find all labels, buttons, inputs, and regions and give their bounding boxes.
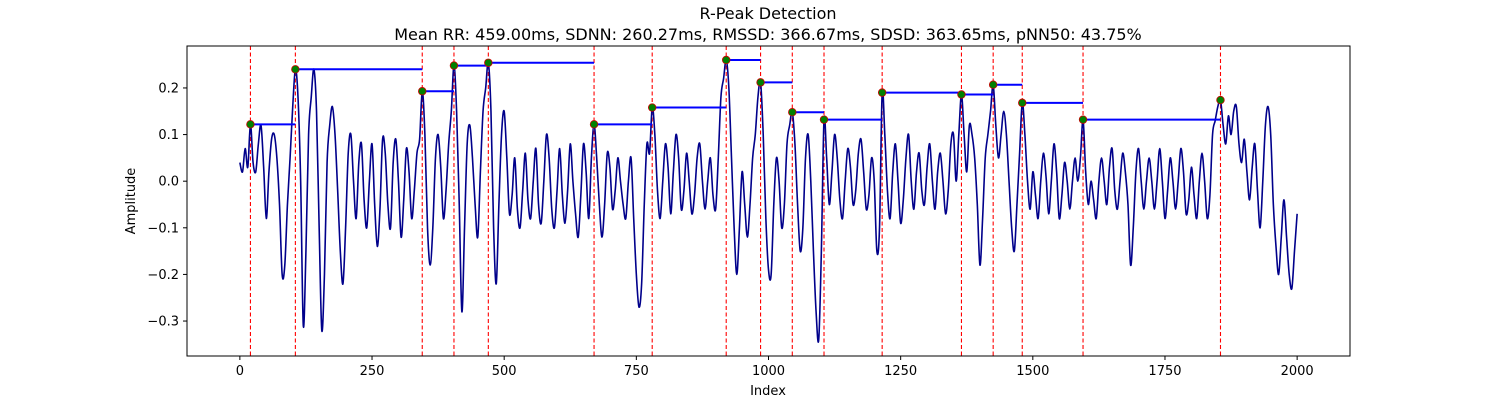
r-peak-marker — [1078, 115, 1088, 124]
x-axis-label: Index — [750, 384, 786, 399]
signal-layer — [239, 59, 1298, 343]
r-peak-marker — [819, 115, 829, 124]
r-peak-marker — [418, 87, 427, 96]
x-axis-ticks: 0 250 500 750 1000 1250 1500 1750 2000 — [236, 356, 1314, 379]
x-tick-label: 750 — [624, 364, 649, 379]
r-peak-marker — [449, 61, 459, 70]
r-peak-marker — [988, 80, 998, 89]
r-peak-marker — [756, 78, 765, 87]
r-peak-marker — [484, 58, 493, 67]
x-tick-label: 2000 — [1281, 364, 1314, 379]
x-tick-label: 1000 — [752, 364, 785, 379]
y-tick-label: −0.1 — [147, 221, 179, 236]
x-tick-label: 250 — [360, 364, 385, 379]
y-tick-label: −0.3 — [147, 315, 179, 330]
x-tick-label: 500 — [492, 364, 517, 379]
r-peak-marker — [1216, 95, 1225, 105]
chart-title: R-Peak Detection — [699, 4, 836, 23]
y-axis-label: Amplitude — [124, 168, 139, 235]
peak-marker-layer — [246, 55, 1225, 129]
y-tick-label: −0.2 — [147, 268, 179, 283]
x-tick-label: 1500 — [1016, 364, 1049, 379]
r-peak-marker — [722, 55, 731, 65]
ecg-signal-line — [239, 59, 1298, 343]
y-tick-label: 0.0 — [158, 175, 179, 190]
chart-subtitle: Mean RR: 459.00ms, SDNN: 260.27ms, RMSSD… — [394, 25, 1142, 44]
r-peak-marker — [788, 107, 797, 117]
r-peak-marker — [291, 65, 300, 74]
x-tick-label: 1250 — [884, 364, 917, 379]
r-peak-marker — [957, 90, 966, 99]
y-tick-label: 0.2 — [158, 81, 179, 96]
y-axis-ticks: −0.3 −0.2 −0.1 0.0 0.1 0.2 — [147, 81, 187, 330]
x-tick-label: 1750 — [1148, 364, 1181, 379]
r-peak-marker — [246, 120, 255, 129]
r-peak-marker — [648, 103, 657, 112]
y-tick-label: 0.1 — [158, 128, 179, 143]
x-tick-label: 0 — [236, 364, 244, 379]
rr-interval-layer — [250, 58, 1221, 126]
r-peak-marker — [877, 88, 887, 97]
r-peak-marker — [589, 120, 599, 129]
r-peak-marker — [1018, 98, 1027, 108]
